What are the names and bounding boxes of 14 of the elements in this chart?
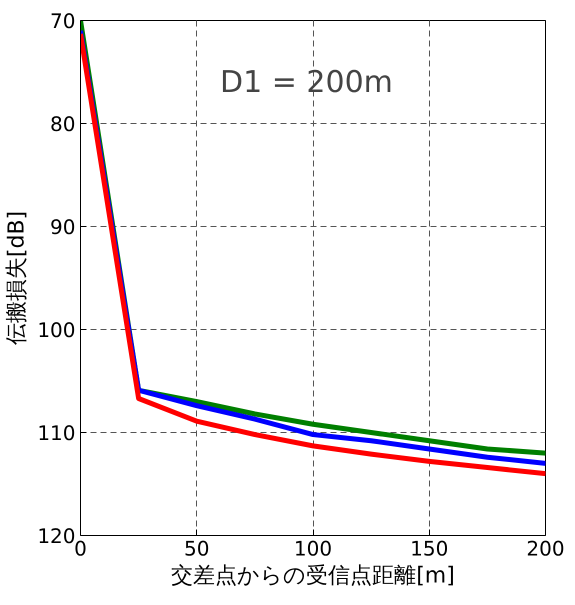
x-tick-label: 0 [74, 536, 87, 560]
x-tick-label: 50 [184, 536, 210, 560]
y-tick-label: 120 [37, 524, 76, 548]
y-tick-label: 100 [37, 318, 76, 342]
x-tick-label: 150 [410, 536, 448, 560]
y-tick-label: 80 [50, 112, 76, 136]
x-axis-title: 交差点からの受信点距離[m] [171, 564, 455, 588]
y-tick-label: 90 [50, 215, 76, 239]
x-tick-label: 100 [294, 536, 332, 560]
y-tick-label: 110 [37, 421, 76, 445]
annotation: D1 = 200m [220, 64, 393, 100]
x-tick-label: 200 [526, 536, 565, 560]
y-tick-label: 70 [50, 9, 76, 33]
y-axis-title: 伝搬損失[dB] [4, 210, 30, 346]
